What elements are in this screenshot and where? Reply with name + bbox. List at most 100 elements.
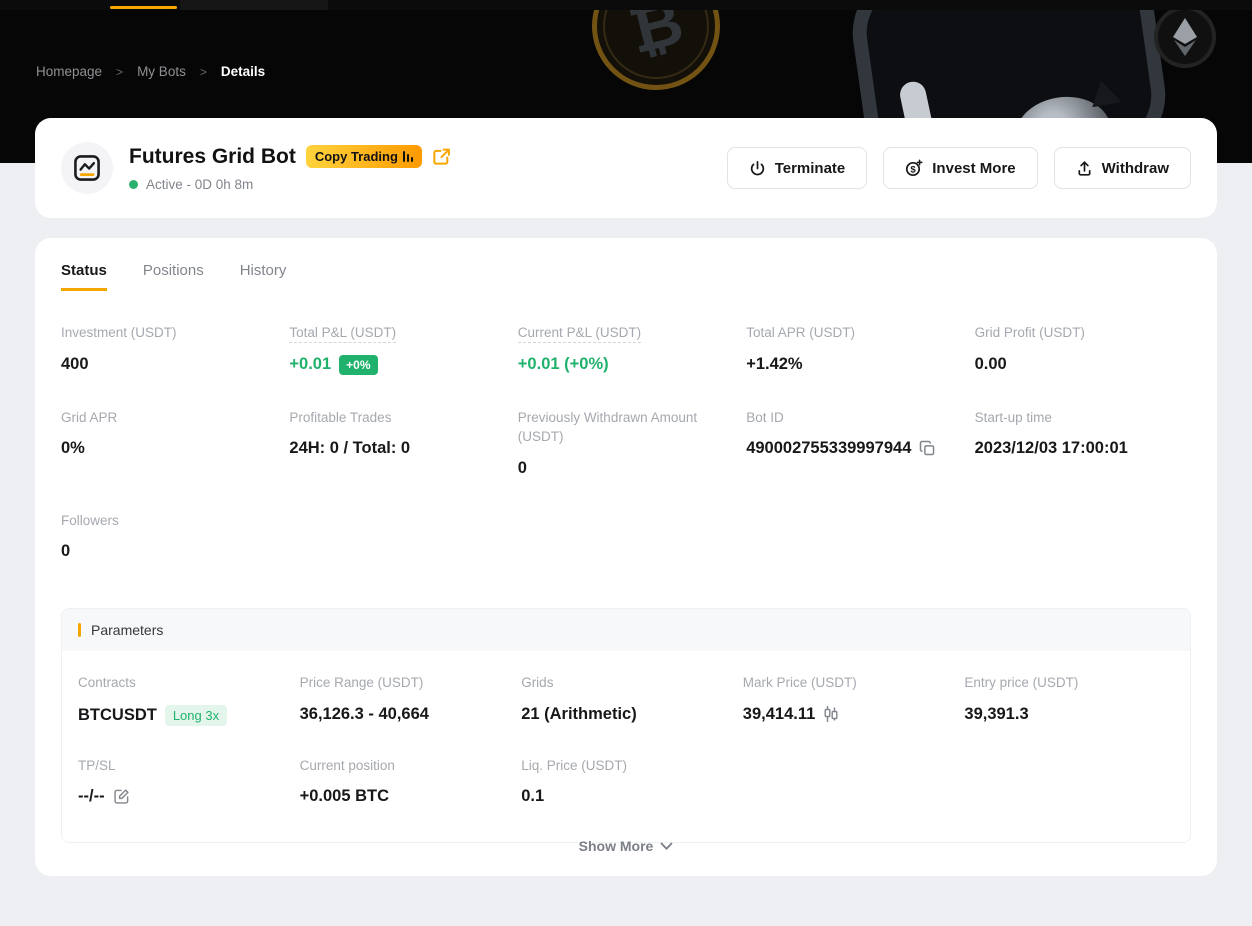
show-more-button[interactable]: Show More (35, 838, 1217, 854)
param-label: Liq. Price (USDT) (521, 757, 627, 773)
ethereum-coin-illustration (1154, 6, 1216, 68)
stat-current-pnl: Current P&L (USDT) +0.01 (+0%) (517, 323, 734, 375)
header-actions: Terminate $ Invest More Withdraw (726, 147, 1191, 189)
bot-head-info: Futures Grid Bot Copy Trading Active - 0… (129, 145, 451, 192)
breadcrumb-details: Details (220, 64, 266, 79)
stat-value: 0% (61, 439, 85, 458)
stat-total-apr: Total APR (USDT) +1.42% (746, 323, 962, 375)
stat-value: +0.01 (289, 355, 332, 374)
dollar-plus-icon: $ (906, 159, 923, 177)
bitcoin-coin-illustration: ₿ (581, 0, 731, 101)
bot-details-card: Status Positions History Investment (USD… (35, 238, 1217, 876)
param-current-position: Current position +0.005 BTC (300, 756, 510, 807)
stat-label: Total APR (USDT) (746, 325, 855, 340)
stat-value: 400 (61, 354, 89, 373)
parameters-title: Parameters (91, 622, 164, 639)
param-label: Contracts (78, 675, 136, 691)
stat-value: +0.01 (+0%) (517, 354, 609, 373)
stat-followers: Followers 0 (61, 511, 277, 562)
stat-label: Start-up time (974, 409, 1052, 425)
param-value: BTCUSDT (78, 705, 157, 724)
stat-grid-profit: Grid Profit (USDT) 0.00 (975, 323, 1191, 375)
stat-value: 0.00 (974, 354, 1007, 373)
terminate-label: Terminate (774, 159, 846, 177)
param-label: Entry price (USDT) (964, 675, 1079, 691)
topnav-active-underline (110, 6, 177, 9)
param-label: Current position (299, 757, 395, 773)
svg-text:$: $ (911, 164, 917, 175)
param-liq-price: Liq. Price (USDT) 0.1 (521, 756, 731, 807)
section-accent-bar (78, 623, 81, 638)
param-label: Grids (521, 675, 554, 691)
param-entry-price: Entry price (USDT) 39,391.3 (964, 673, 1174, 726)
leaderboard-bars-icon (402, 151, 414, 162)
ethereum-glyph (1173, 18, 1197, 56)
stat-label: Profitable Trades (289, 409, 392, 425)
breadcrumb-separator-icon: > (199, 64, 207, 79)
tab-positions[interactable]: Positions (142, 262, 204, 279)
breadcrumb: Homepage > My Bots > Details (36, 64, 265, 79)
page-title: Futures Grid Bot (129, 144, 296, 168)
copy-trading-badge: Copy Trading (305, 145, 423, 168)
stat-value: +1.42% (746, 354, 803, 373)
pnl-percent-badge: +0% (339, 354, 378, 375)
param-grids: Grids 21 (Arithmetic) (521, 673, 731, 726)
stat-profitable-trades: Profitable Trades 24H: 0 / Total: 0 (289, 408, 505, 478)
stat-label[interactable]: Current P&L (USDT) (517, 325, 642, 343)
breadcrumb-homepage[interactable]: Homepage (36, 64, 103, 79)
param-label: Price Range (USDT) (299, 675, 424, 691)
tab-history[interactable]: History (239, 262, 287, 279)
topnav-bottom-strip (0, 0, 1252, 10)
stat-withdrawn-amount: Previously Withdrawn Amount (USDT) 0 (518, 408, 734, 478)
stat-label: Grid Profit (USDT) (974, 325, 1085, 340)
terminate-button[interactable]: Terminate (726, 147, 868, 189)
parameters-header: Parameters (62, 609, 1190, 652)
invest-more-label: Invest More (932, 159, 1016, 177)
param-label: TP/SL (78, 757, 116, 773)
status-stats-grid: Investment (USDT) 400 Total P&L (USDT) +… (61, 323, 1191, 561)
status-text: Active - 0D 0h 8m (146, 176, 254, 192)
tab-bar: Status Positions History (61, 262, 1191, 291)
param-label: Mark Price (USDT) (742, 675, 857, 691)
withdraw-button[interactable]: Withdraw (1053, 147, 1191, 189)
stat-startup-time: Start-up time 2023/12/03 17:00:01 (975, 408, 1191, 478)
stat-grid-apr: Grid APR 0% (61, 408, 277, 478)
power-icon (750, 160, 764, 175)
edit-icon[interactable] (113, 788, 130, 805)
long-leverage-badge: Long 3x (164, 704, 228, 726)
param-mark-price: Mark Price (USDT) 39,414.11 (743, 673, 953, 726)
chevron-down-icon (660, 842, 673, 850)
param-value: 21 (Arithmetic) (521, 704, 637, 723)
bot-header-card: Futures Grid Bot Copy Trading Active - 0… (35, 118, 1217, 218)
param-value: 39,391.3 (964, 704, 1029, 723)
bot-avatar (61, 142, 113, 194)
stat-value: 2023/12/03 17:00:01 (974, 439, 1128, 458)
param-value: 39,414.11 (742, 704, 816, 723)
external-link-icon[interactable] (432, 147, 451, 166)
stat-label[interactable]: Total P&L (USDT) (289, 325, 397, 343)
param-value: 0.1 (521, 787, 545, 806)
parameters-grid: Contracts BTCUSDT Long 3x Price Range (U… (62, 651, 1190, 843)
param-tpsl: TP/SL --/-- (78, 756, 288, 807)
candlestick-chart-icon[interactable] (823, 705, 839, 723)
stat-label: Investment (USDT) (61, 325, 177, 340)
copy-trading-badge-label: Copy Trading (314, 149, 398, 164)
parameters-section: Parameters Contracts BTCUSDT Long 3x Pri… (61, 608, 1191, 844)
stat-value: 24H: 0 / Total: 0 (289, 439, 411, 458)
breadcrumb-separator-icon: > (116, 64, 124, 79)
param-contracts: Contracts BTCUSDT Long 3x (78, 673, 288, 726)
show-more-label: Show More (578, 838, 654, 854)
stat-label: Followers (61, 512, 119, 528)
stat-value: 0 (517, 458, 527, 477)
stat-bot-id: Bot ID 490002755339997944 (746, 408, 962, 478)
stat-label: Bot ID (746, 409, 784, 425)
tab-status[interactable]: Status (61, 262, 107, 291)
copy-icon[interactable] (919, 440, 936, 457)
invest-more-button[interactable]: $ Invest More (883, 147, 1038, 189)
param-value: --/-- (78, 787, 105, 806)
stat-label: Grid APR (61, 409, 118, 425)
breadcrumb-my-bots[interactable]: My Bots (137, 64, 186, 79)
stat-value: 490002755339997944 (746, 439, 912, 458)
stat-label: Previously Withdrawn Amount (USDT) (517, 409, 698, 445)
bot-status: Active - 0D 0h 8m (129, 177, 451, 192)
